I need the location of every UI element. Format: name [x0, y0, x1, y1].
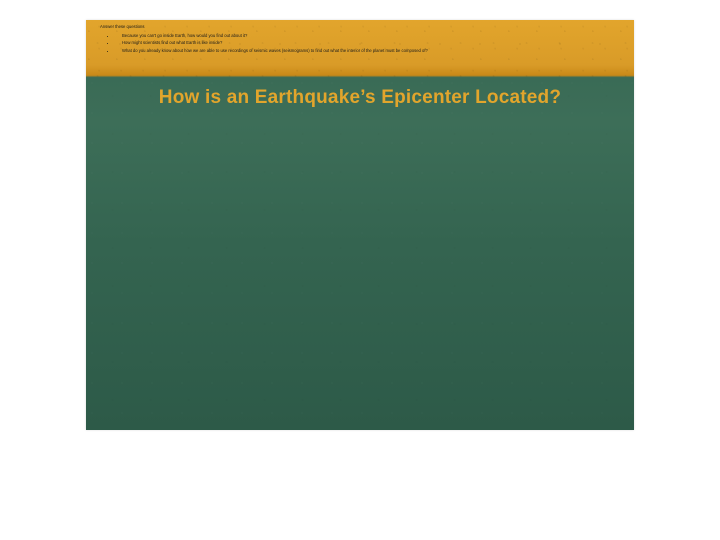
slide-intro-block: Answer these questions Because you can't…: [100, 24, 624, 56]
list-item: Because you can't go inside Earth, how w…: [116, 33, 624, 40]
intro-bullet-list: Because you can't go inside Earth, how w…: [100, 33, 624, 55]
slide-headline: How is an Earthquake’s Epicenter Located…: [86, 87, 634, 109]
list-item: What do you already know about how we ar…: [116, 48, 624, 55]
intro-line: Answer these questions: [100, 24, 624, 31]
presentation-slide: Answer these questions Because you can't…: [86, 20, 634, 430]
list-item: How might scientists find out what Earth…: [116, 40, 624, 47]
